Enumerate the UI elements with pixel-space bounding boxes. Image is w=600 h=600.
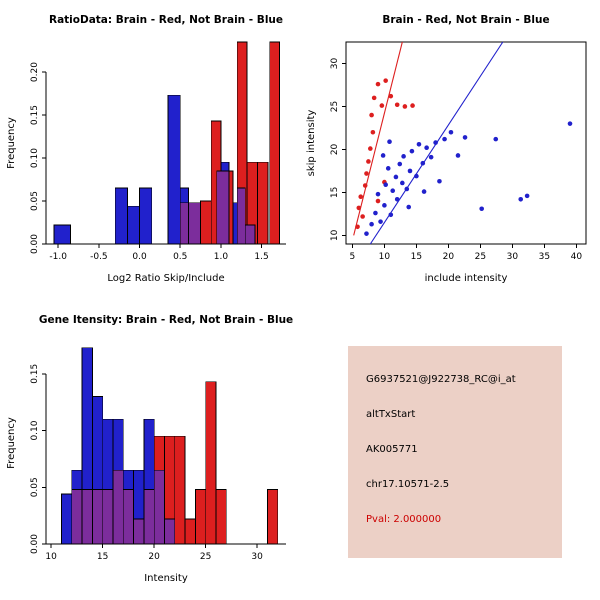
gene-intensity-histogram-xlabel: Intensity [144, 573, 188, 584]
svg-text:15: 15 [330, 187, 340, 198]
svg-text:0.00: 0.00 [30, 234, 40, 254]
info-line-locus: chr17.10571-2.5 [366, 479, 450, 490]
svg-text:0.05: 0.05 [30, 477, 40, 497]
ratio-histogram-title: RatioData: Brain - Red, Not Brain - Blue [48, 14, 284, 26]
svg-text:35: 35 [539, 252, 550, 262]
svg-text:-0.5: -0.5 [90, 252, 108, 262]
gene-intensity-histogram-title: Gene Itensity: Brain - Red, Not Brain - … [38, 314, 294, 326]
info-box: G6937521@J922738_RC@i_at altTxStart AK00… [348, 346, 562, 558]
gene-intensity-histogram-ylabel: Frequency [6, 417, 17, 469]
info-line-accession: AK005771 [366, 444, 418, 455]
svg-text:0.15: 0.15 [30, 105, 40, 125]
panel-gene-intensity-histogram: 10 15 20 25 30 0.00 0.05 0.10 0.15 Gene Itensity… [0, 300, 300, 600]
svg-text:15: 15 [411, 252, 422, 262]
svg-text:30: 30 [507, 252, 519, 262]
svg-text:25: 25 [475, 252, 486, 262]
svg-text:40: 40 [571, 252, 583, 262]
svg-text:20: 20 [148, 552, 160, 562]
svg-text:10: 10 [330, 229, 340, 241]
svg-text:15: 15 [97, 552, 108, 562]
svg-text:0.00: 0.00 [30, 534, 40, 554]
svg-text:5: 5 [350, 252, 356, 262]
svg-text:0.5: 0.5 [173, 252, 187, 262]
svg-text:0.10: 0.10 [30, 148, 40, 168]
svg-text:0.15: 0.15 [30, 364, 40, 384]
ratio-histogram-plot: -1.0 -0.5 0.0 0.5 1.0 1.5 0.00 0.05 0.10 0.15 0.20 [30, 41, 286, 262]
not-brain-blue-points [364, 121, 573, 236]
svg-text:0.20: 0.20 [30, 62, 40, 82]
ratio-histogram-xlabel: Log2 Ratio Skip/Include [107, 273, 225, 284]
info-line-pval: Pval: 2.000000 [366, 514, 442, 525]
info-line-probe-id: G6937521@J922738_RC@i_at [366, 374, 516, 385]
panel-ratio-histogram: -1.0 -0.5 0.0 0.5 1.0 1.5 0.00 0.05 0.10 0.15 0.20… [0, 0, 300, 300]
panel-gene-info: G6937521@J922738_RC@i_at altTxStart AK00… [300, 300, 600, 600]
gene-intensity-histogram-plot: 10 15 20 25 30 0.00 0.05 0.10 0.15 [30, 347, 286, 562]
overlap-bars [71, 469, 176, 545]
brain-red-points [355, 78, 415, 230]
svg-text:25: 25 [200, 552, 211, 562]
svg-text:1.0: 1.0 [214, 252, 229, 262]
svg-text:0.10: 0.10 [30, 420, 40, 440]
svg-text:20: 20 [330, 143, 340, 155]
svg-text:30: 30 [251, 552, 263, 562]
intensity-scatter-plot: 5 10 15 20 25 30 35 40 10 15 20 25 30 [330, 41, 587, 262]
intensity-scatter-ylabel: skip intensity [306, 109, 317, 177]
svg-text:1.5: 1.5 [254, 252, 268, 262]
brain-fit-line [353, 41, 403, 236]
svg-text:10: 10 [379, 252, 391, 262]
intensity-scatter-title: Brain - Red, Not Brain - Blue [382, 14, 550, 26]
svg-text:0.0: 0.0 [132, 252, 147, 262]
overlap-bars [179, 170, 256, 245]
ratio-histogram-ylabel: Frequency [6, 117, 17, 169]
svg-text:10: 10 [45, 552, 57, 562]
info-line-event-type: altTxStart [366, 409, 416, 420]
svg-text:-1.0: -1.0 [49, 252, 67, 262]
intensity-scatter-xlabel: include intensity [424, 273, 508, 284]
svg-text:25: 25 [330, 101, 340, 112]
panel-intensity-scatter: 5 10 15 20 25 30 35 40 10 15 20 25 30 Brain - Red, N… [300, 0, 600, 300]
svg-text:20: 20 [443, 252, 455, 262]
svg-text:30: 30 [330, 57, 340, 69]
svg-text:0.05: 0.05 [30, 191, 40, 211]
